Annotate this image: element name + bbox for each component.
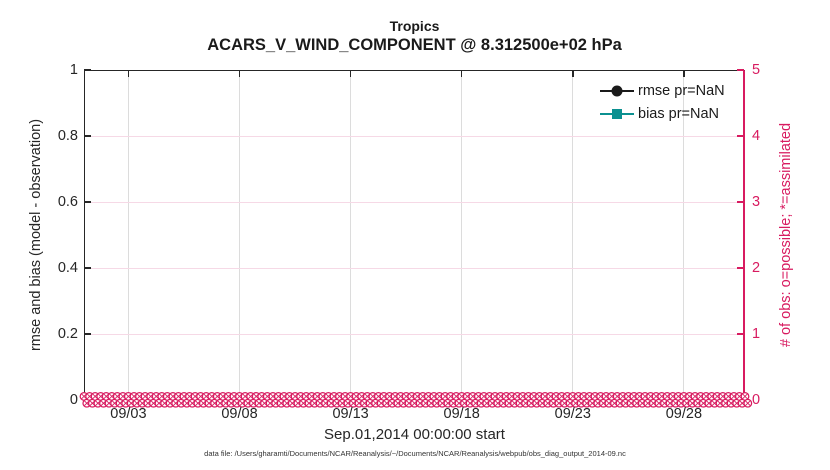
x-tick-top xyxy=(349,70,352,77)
x-tick-top xyxy=(238,70,241,77)
y-tick-right xyxy=(737,267,744,269)
plot-title: Tropics xyxy=(389,18,440,34)
y-tick-right xyxy=(737,135,744,137)
legend-item-rmse[interactable]: rmse pr=NaN xyxy=(600,79,725,102)
y-tick-right xyxy=(737,201,744,203)
y-tick-label-left: 1 xyxy=(69,62,78,78)
y-tick-label-left: 0.6 xyxy=(57,194,78,210)
bias-line-swatch xyxy=(600,107,634,121)
x-tick-label: 09/28 xyxy=(665,406,703,422)
legend-label-rmse: rmse pr=NaN xyxy=(638,82,725,99)
x-tick-bottom xyxy=(127,393,130,400)
y-tick-left xyxy=(84,201,91,203)
left-y-axis-label: rmse and bias (model - observation) xyxy=(28,118,44,352)
y-tick-label-right: 5 xyxy=(752,62,761,78)
x-tick-label: 09/03 xyxy=(110,406,147,422)
x-gridline xyxy=(572,70,574,400)
x-tick-top xyxy=(460,70,463,77)
y-tick-right xyxy=(737,69,744,71)
x-gridline xyxy=(683,70,685,400)
x-gridline xyxy=(461,70,463,400)
x-tick-bottom xyxy=(238,393,241,400)
y-tick-right xyxy=(737,399,744,401)
right-y-axis-label: # of obs: o=possible; *=assimilated xyxy=(778,122,794,348)
x-tick-label: 09/18 xyxy=(443,406,480,422)
x-tick-bottom xyxy=(349,393,352,400)
x-tick-top xyxy=(572,70,574,77)
x-tick-label: 09/08 xyxy=(221,406,258,422)
x-tick-bottom xyxy=(683,393,685,400)
y-tick-left xyxy=(84,267,91,269)
y-gridline xyxy=(84,135,745,137)
x-gridline xyxy=(127,70,129,400)
y-tick-left xyxy=(84,333,91,335)
bias-square-marker-icon xyxy=(612,108,622,119)
y-gridline xyxy=(84,267,745,269)
y-tick-label-left: 0.4 xyxy=(57,260,78,276)
x-gridline xyxy=(350,70,352,400)
data-file-path: data file: /Users/gharamti/Documents/NCA… xyxy=(204,449,626,458)
y-tick-left xyxy=(84,399,91,401)
plot-subtitle: ACARS_V_WIND_COMPONENT @ 8.312500e+02 hP… xyxy=(207,36,622,54)
y-tick-left xyxy=(84,135,91,137)
x-tick-bottom xyxy=(460,393,463,400)
x-tick-bottom xyxy=(572,393,574,400)
legend-item-bias[interactable]: bias pr=NaN xyxy=(600,102,725,125)
title-block: Tropics ACARS_V_WIND_COMPONENT @ 8.31250… xyxy=(84,17,745,56)
x-tick-top xyxy=(127,70,130,77)
y-gridline xyxy=(84,333,745,335)
y-tick-label-right: 1 xyxy=(752,326,761,342)
y-tick-label-right: 0 xyxy=(752,392,761,408)
x-gridline xyxy=(239,70,241,400)
y-tick-label-right: 4 xyxy=(752,128,761,144)
y-gridline xyxy=(84,201,745,203)
legend: rmse pr=NaN bias pr=NaN xyxy=(600,79,725,125)
y-tick-label-left: 0.8 xyxy=(57,128,78,144)
x-tick-label: 09/13 xyxy=(332,406,369,422)
rmse-circle-marker-icon xyxy=(611,85,623,96)
rmse-line-swatch xyxy=(600,84,634,98)
x-tick-label: 09/23 xyxy=(554,406,591,422)
y-tick-label-left: 0 xyxy=(69,392,78,408)
y-tick-label-right: 3 xyxy=(752,194,761,210)
y-tick-left xyxy=(84,69,91,71)
y-tick-label-left: 0.2 xyxy=(57,326,78,342)
x-axis-label: Sep.01,2014 00:00:00 start xyxy=(324,426,505,443)
legend-label-bias: bias pr=NaN xyxy=(638,105,719,122)
y-tick-label-right: 2 xyxy=(752,260,761,276)
y-tick-right xyxy=(737,333,744,335)
x-tick-top xyxy=(683,70,685,77)
